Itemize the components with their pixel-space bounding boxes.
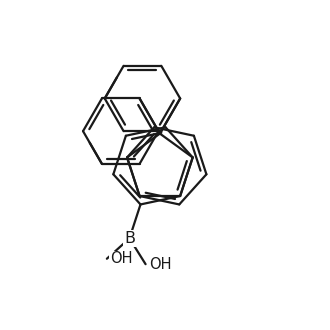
Text: B: B (124, 231, 135, 246)
Text: OH: OH (110, 251, 133, 266)
Text: OH: OH (149, 257, 171, 272)
